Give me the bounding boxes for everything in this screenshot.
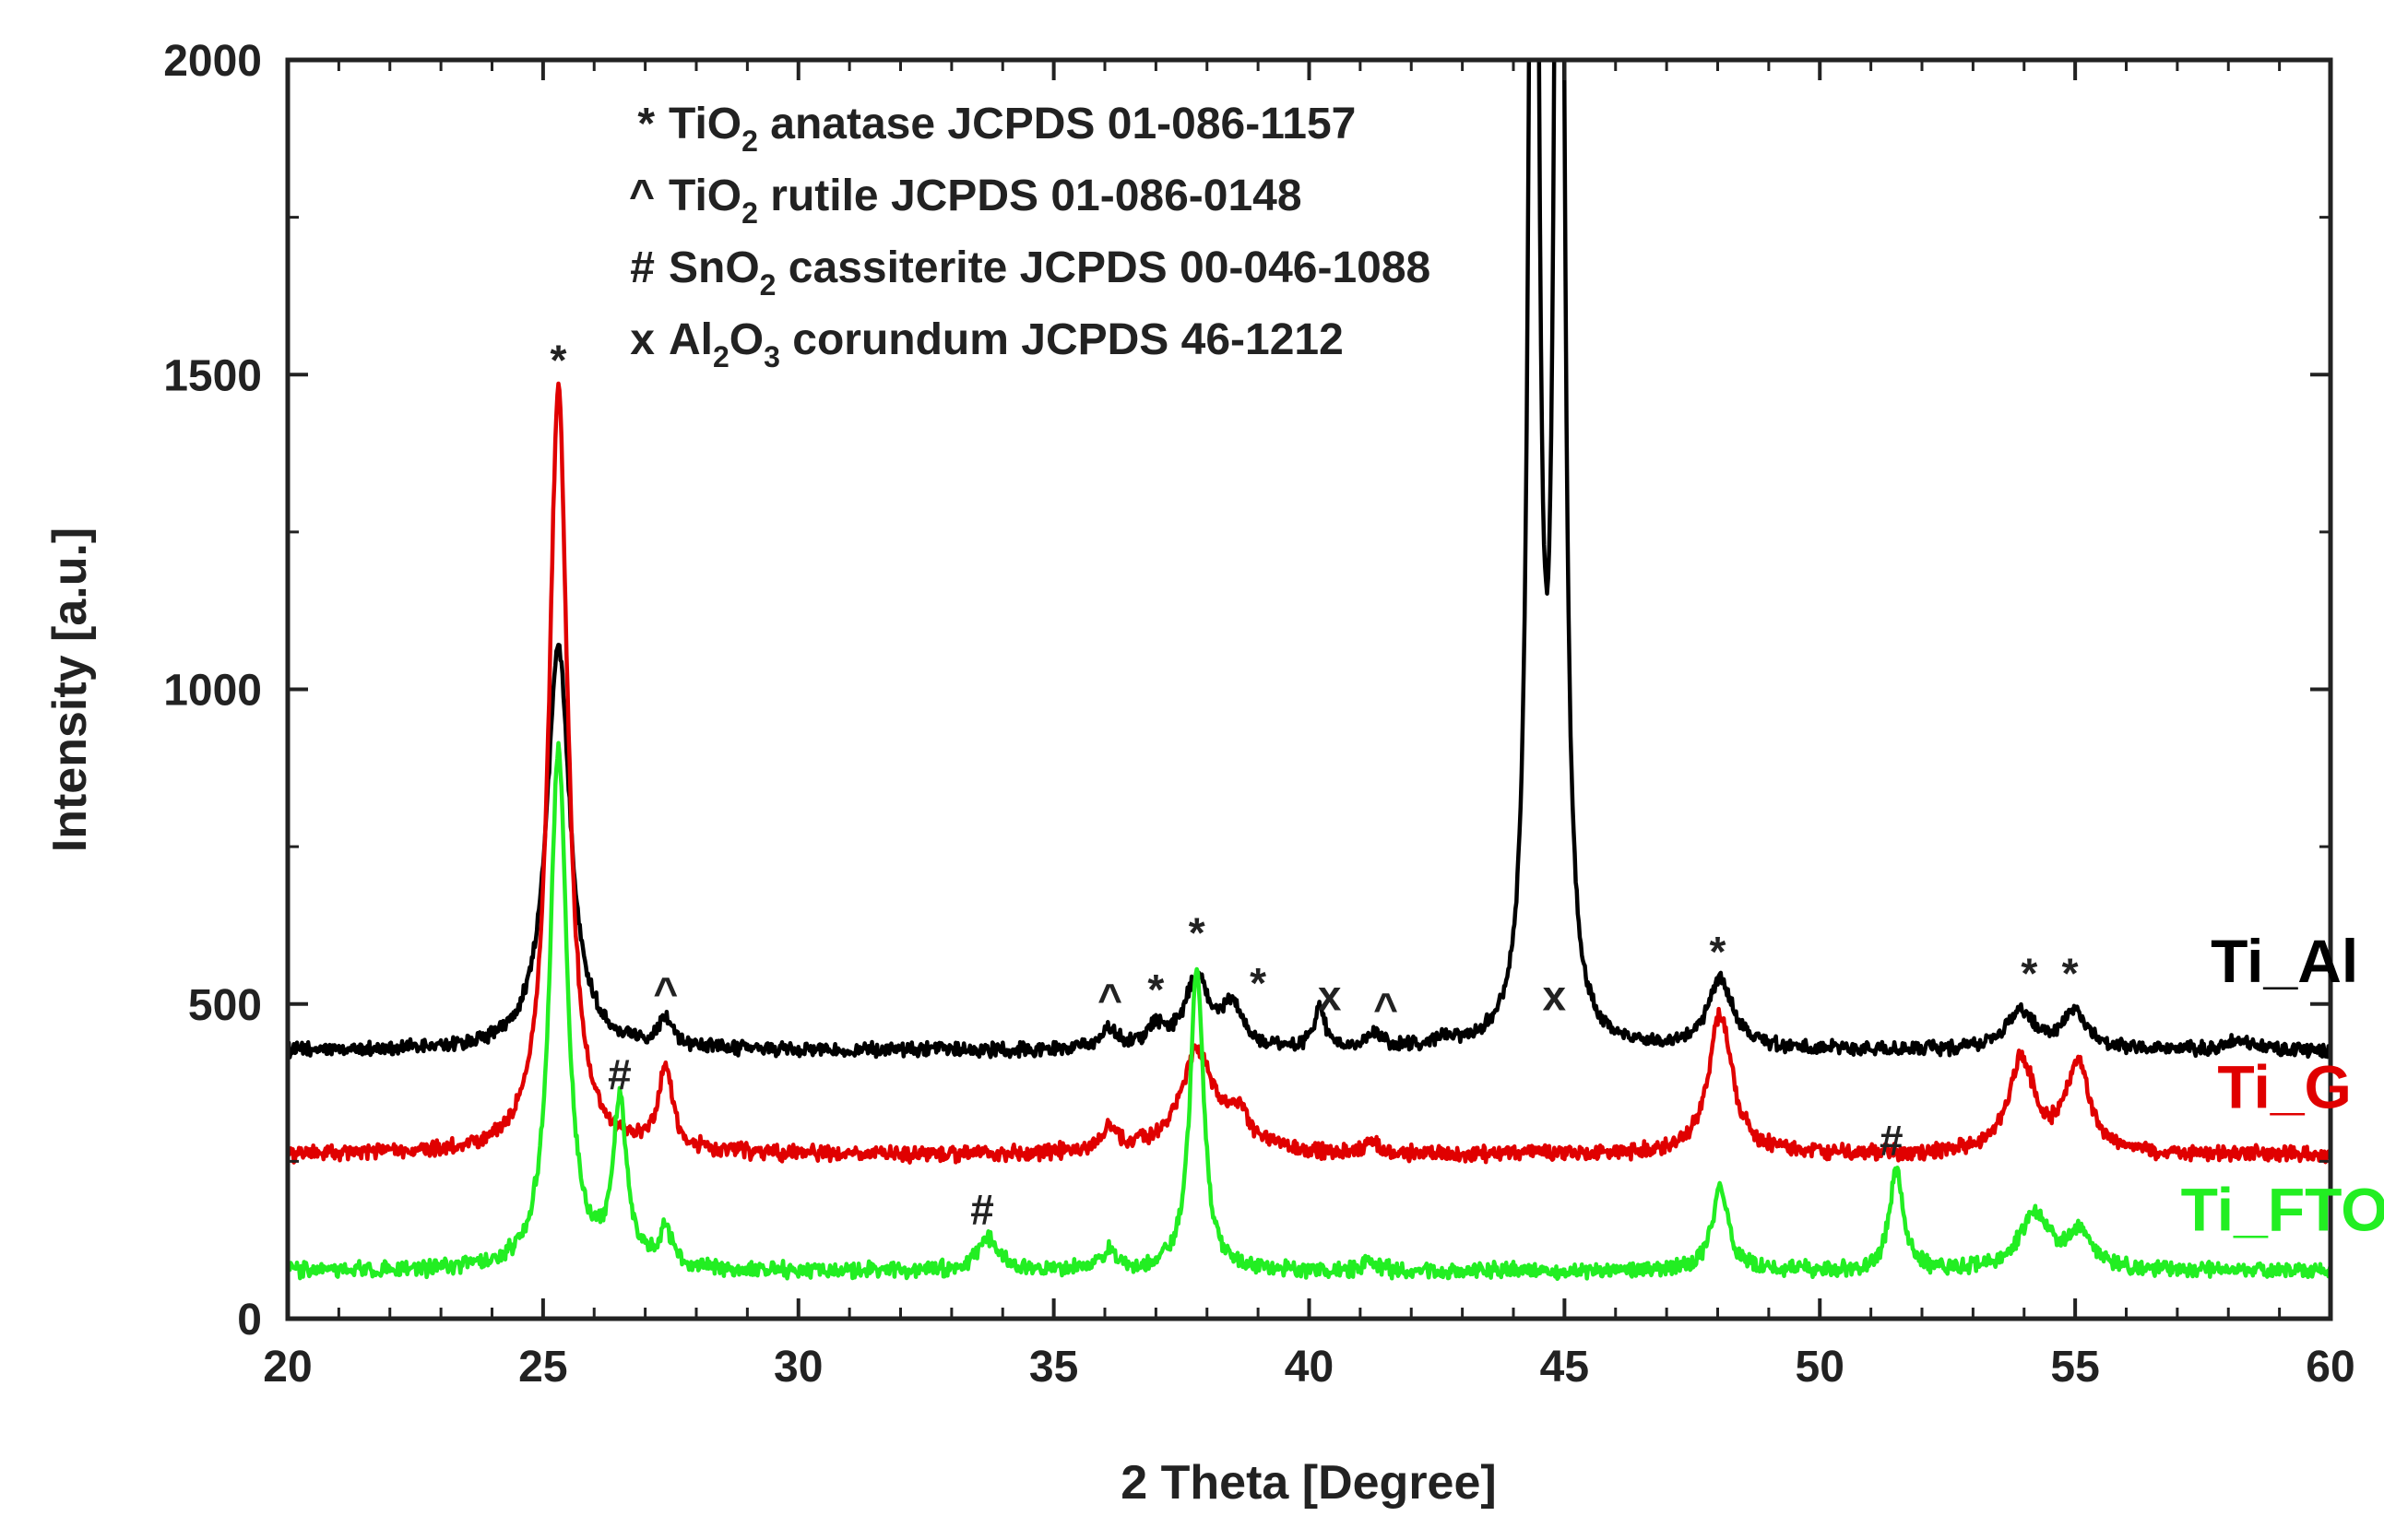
x-tick-labels: 20 25 30 35 40 45 50 55 60 <box>263 1343 2354 1392</box>
series-labels: Ti_Al Ti_G Ti_FTO <box>2181 927 2384 1244</box>
y-axis-title: Intensity [a.u.] <box>43 527 97 852</box>
x-tick-label: 55 <box>2050 1343 2099 1392</box>
legend-text-part: anatase JCPDS 01-086-1157 <box>758 100 1356 148</box>
series-label-ti-g: Ti_G <box>2217 1052 2352 1120</box>
legend-symbol: ^ <box>629 172 655 220</box>
peak-marker: # <box>608 1050 632 1098</box>
peak-marker: # <box>1880 1117 1904 1165</box>
legend-entry: TiO2 rutile JCPDS 01-086-0148 <box>669 172 1302 230</box>
series-label-ti-al: Ti_Al <box>2211 927 2358 995</box>
x-tick-label: 60 <box>2306 1343 2354 1392</box>
legend-subscript: 2 <box>760 268 777 302</box>
x-axis-title: 2 Theta [Degree] <box>1121 1456 1496 1510</box>
peak-marker: * <box>2062 950 2079 998</box>
peak-marker: x <box>1543 972 1567 1020</box>
peak-marker: * <box>1710 928 1726 976</box>
peak-marker: * <box>2021 950 2037 998</box>
peak-marker: * <box>551 336 567 384</box>
series-label-ti-fto: Ti_FTO <box>2181 1175 2384 1243</box>
series-layer <box>288 60 2331 1282</box>
legend: * TiO2 anatase JCPDS 01-086-1157^ TiO2 rut… <box>629 100 1430 373</box>
series-line-ti-al <box>288 60 2331 1060</box>
legend-subscript: 2 <box>741 124 758 158</box>
x-tick-label: 25 <box>518 1343 567 1392</box>
legend-subscript: 2 <box>741 196 758 230</box>
x-tick-label: 50 <box>1796 1343 1844 1392</box>
legend-subscript: 2 <box>713 340 729 373</box>
legend-entry: Al2O3 corundum JCPDS 46-1212 <box>669 315 1344 373</box>
series-line-ti-fto <box>288 740 2331 1282</box>
ticks-layer <box>286 58 2332 1321</box>
series-line-ti-g <box>288 381 2331 1165</box>
legend-text-part: corundum JCPDS 46-1212 <box>780 315 1344 364</box>
legend-symbol: x <box>630 315 655 364</box>
peak-marker: * <box>1250 959 1266 1007</box>
legend-symbol: # <box>630 243 655 292</box>
x-tick-label: 20 <box>263 1343 312 1392</box>
y-tick-labels: 0 500 1000 1500 2000 <box>163 37 262 1345</box>
legend-text-part: rutile JCPDS 01-086-0148 <box>758 172 1302 220</box>
legend-subscript: 3 <box>764 340 780 373</box>
legend-text-part: Al <box>669 315 713 364</box>
y-tick-label: 1000 <box>163 667 262 716</box>
legend-text-part: O <box>729 315 764 364</box>
x-tick-label: 35 <box>1029 1343 1078 1392</box>
peak-marker: * <box>1147 965 1164 1013</box>
y-tick-label: 2000 <box>163 37 262 86</box>
peak-marker: ^ <box>1097 975 1122 1023</box>
peak-marker: ^ <box>653 968 678 1016</box>
peak-marker: ^ <box>1373 984 1398 1032</box>
y-tick-label: 500 <box>188 981 262 1030</box>
peak-marker: x <box>1318 972 1342 1020</box>
peak-marker: # <box>970 1186 994 1234</box>
legend-text-part: SnO <box>669 243 760 292</box>
x-tick-label: 40 <box>1285 1343 1334 1392</box>
peak-marker: * <box>1189 908 1205 956</box>
y-tick-label: 1500 <box>163 351 262 400</box>
legend-text-part: TiO <box>669 172 741 220</box>
x-tick-label: 45 <box>1540 1343 1589 1392</box>
legend-entry: SnO2 cassiterite JCPDS 00-046-1088 <box>669 243 1430 302</box>
legend-entry: TiO2 anatase JCPDS 01-086-1157 <box>669 100 1356 158</box>
legend-symbol: * <box>637 100 655 148</box>
legend-text-part: cassiterite JCPDS 00-046-1088 <box>776 243 1430 292</box>
x-tick-label: 30 <box>774 1343 823 1392</box>
y-tick-label: 0 <box>237 1296 262 1345</box>
peak-markers: * ^ # ^ * * * x ^ x * * * # # <box>551 336 2079 1233</box>
legend-text-part: TiO <box>669 100 741 148</box>
